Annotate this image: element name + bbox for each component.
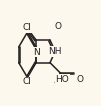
Text: O: O bbox=[76, 75, 83, 84]
Text: N: N bbox=[33, 48, 39, 57]
Text: Cl: Cl bbox=[23, 77, 32, 86]
Text: Cl: Cl bbox=[23, 23, 32, 32]
Text: HO: HO bbox=[55, 75, 69, 84]
Text: NH: NH bbox=[48, 47, 62, 56]
Text: O: O bbox=[54, 22, 61, 31]
